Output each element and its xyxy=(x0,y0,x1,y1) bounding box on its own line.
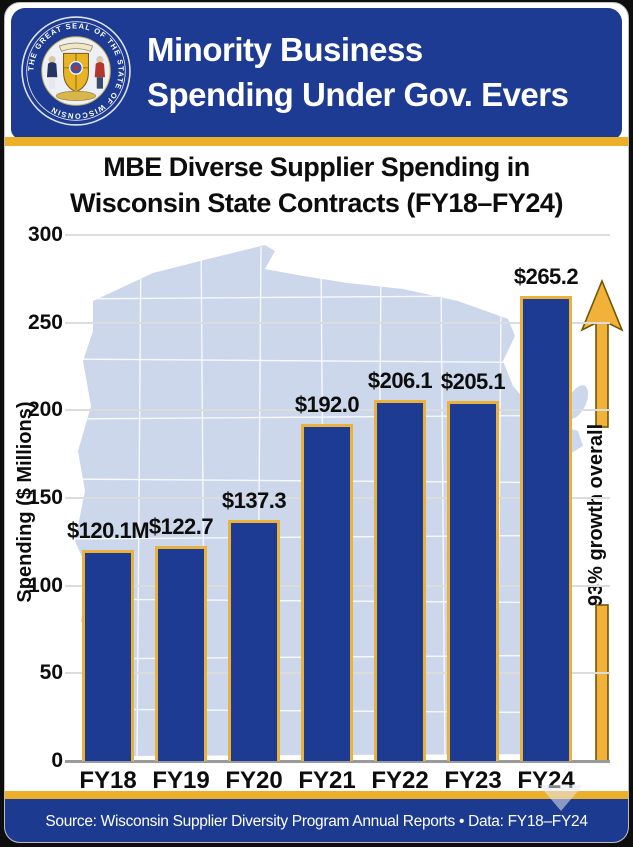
seal-base-cornucopia xyxy=(55,90,97,101)
x-axis-line xyxy=(65,760,610,763)
bar xyxy=(447,401,499,761)
bar-value-label: $137.3 xyxy=(221,488,287,514)
y-tick-label: 0 xyxy=(51,749,63,772)
grid-line xyxy=(65,234,610,236)
seal-banner xyxy=(58,42,94,52)
bar-value-label: $192.0 xyxy=(294,392,360,418)
bar-value-label: $265.2 xyxy=(513,264,579,290)
bar-value-label: $122.7 xyxy=(148,513,214,539)
bar xyxy=(155,545,207,761)
y-tick-label: 150 xyxy=(27,486,63,509)
x-tick-label: FY20 xyxy=(225,767,283,794)
x-tick-label: FY19 xyxy=(152,767,210,794)
watermark-triangle-icon xyxy=(539,785,583,811)
bar-value-label: $120.1M xyxy=(66,518,150,544)
x-tick-label: FY18 xyxy=(79,767,137,794)
bar-value-label: $205.1 xyxy=(440,369,506,395)
bar xyxy=(228,520,280,761)
header-title: Minority Business Spending Under Gov. Ev… xyxy=(147,27,569,117)
plot-area: Spending ($ Millions) 93% growth overall… xyxy=(5,3,628,842)
infographic-card: THE GREAT SEAL OF THE STATE OF WISCONSIN… xyxy=(4,2,629,843)
y-tick-label: 300 xyxy=(27,223,63,246)
footer-gold-line xyxy=(5,791,628,799)
bar xyxy=(82,550,134,761)
chart-title-line1: MBE Diverse Supplier Spending in xyxy=(103,152,530,182)
bar xyxy=(374,399,426,761)
x-tick-label: FY23 xyxy=(444,767,502,794)
y-tick-label: 250 xyxy=(27,310,63,334)
bar-value-label: $206.1 xyxy=(367,367,433,393)
grid-line xyxy=(65,409,610,412)
chart-title: MBE Diverse Supplier Spending in Wiscons… xyxy=(5,149,628,221)
footer: Source: Wisconsin Supplier Diversity Pro… xyxy=(5,799,628,842)
x-tick-label: FY22 xyxy=(371,767,429,794)
header-title-line2: Spending Under Gov. Evers xyxy=(147,76,569,113)
bar xyxy=(301,424,353,761)
y-tick-label: 200 xyxy=(27,398,63,422)
gold-divider xyxy=(5,137,628,146)
bar xyxy=(520,296,572,761)
header-title-line1: Minority Business xyxy=(147,31,423,68)
footer-source-text: Source: Wisconsin Supplier Diversity Pro… xyxy=(45,812,588,830)
y-tick-label: 50 xyxy=(39,661,63,685)
chart-title-line2: Wisconsin State Contracts (FY18–FY24) xyxy=(70,188,563,218)
grid-line xyxy=(65,321,610,324)
y-tick-label: 100 xyxy=(27,573,63,597)
wisconsin-state-seal-icon: THE GREAT SEAL OF THE STATE OF WISCONSIN xyxy=(21,16,131,126)
x-tick-label: FY21 xyxy=(298,767,356,794)
header: THE GREAT SEAL OF THE STATE OF WISCONSIN… xyxy=(11,8,622,139)
